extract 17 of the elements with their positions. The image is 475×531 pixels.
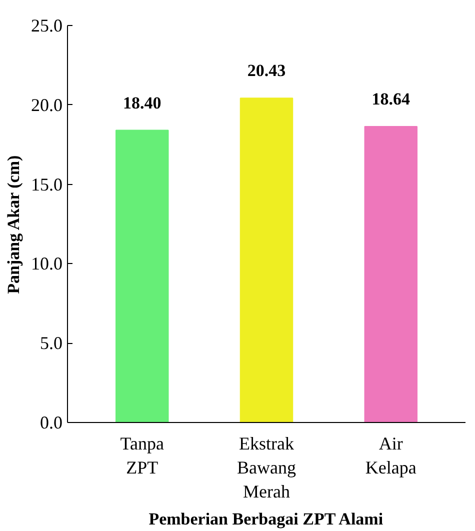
y-tick-label: 15.0	[31, 174, 62, 194]
y-axis-title: Panjang Akar (cm)	[4, 155, 23, 294]
y-tick-label: 0.0	[40, 412, 62, 432]
y-tick-label: 10.0	[31, 254, 62, 274]
y-tick-label: 5.0	[40, 333, 62, 354]
bar	[240, 98, 294, 422]
x-tick-label: Air Kelapa	[365, 434, 416, 478]
x-axis-title: Pemberian Berbagai ZPT Alami	[148, 510, 384, 528]
data-label: 18.64	[372, 89, 410, 108]
y-tick-label: 25.0	[31, 16, 62, 36]
x-tick-label: Ekstrak Bawang Merah	[237, 434, 296, 502]
data-label: 20.43	[247, 61, 286, 80]
data-label: 18.40	[123, 93, 162, 112]
bar	[364, 126, 418, 422]
bar	[116, 130, 169, 422]
x-tick-label: Tanpa ZPT	[120, 434, 164, 478]
y-tick-label: 20.0	[31, 94, 62, 115]
